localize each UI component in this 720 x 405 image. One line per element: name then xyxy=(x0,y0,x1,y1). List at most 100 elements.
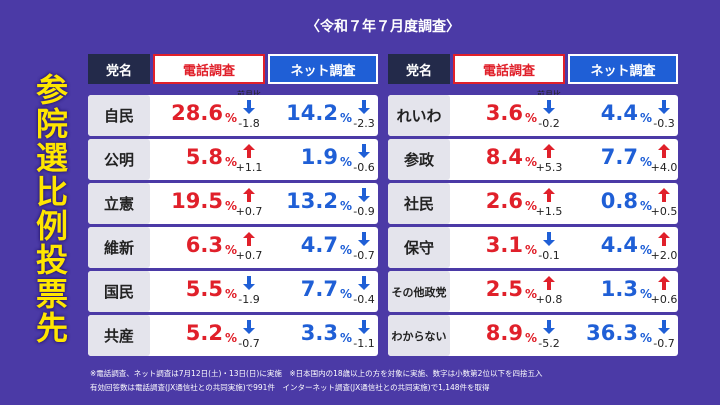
footnote: 有効回答数は電話調査(JX通信社との共同実施)で991件 インターネット調査(J… xyxy=(90,383,490,392)
unit: % xyxy=(225,243,238,257)
change: -1.1 xyxy=(353,337,375,350)
trend-arrow xyxy=(358,100,370,114)
unit: % xyxy=(525,243,538,257)
trend-arrow xyxy=(543,320,555,334)
unit: % xyxy=(640,199,653,213)
unit: % xyxy=(525,199,538,213)
change: -0.4 xyxy=(353,293,375,306)
change: +5.3 xyxy=(535,161,563,174)
unit: % xyxy=(525,331,538,345)
value: 13.2 xyxy=(286,189,338,213)
trend-arrow xyxy=(658,188,670,202)
change: -1.9 xyxy=(238,293,260,306)
unit: % xyxy=(225,155,238,169)
change: -0.9 xyxy=(353,205,375,218)
value: 2.5 xyxy=(485,277,523,301)
trend-arrow xyxy=(543,144,555,158)
unit: % xyxy=(525,287,538,301)
party-name: 参政 xyxy=(388,139,450,180)
change: +0.6 xyxy=(650,293,678,306)
trend-arrow xyxy=(358,232,370,246)
trend-arrow xyxy=(543,100,555,114)
value: 7.7 xyxy=(600,145,638,169)
trend-arrow xyxy=(243,188,255,202)
value: 5.2 xyxy=(185,321,223,345)
trend-arrow xyxy=(658,232,670,246)
value: 6.3 xyxy=(185,233,223,257)
trend-arrow xyxy=(243,144,255,158)
party-name: 保守 xyxy=(388,227,450,268)
trend-arrow xyxy=(658,320,670,334)
unit: % xyxy=(225,331,238,345)
value: 0.8 xyxy=(600,189,638,213)
unit: % xyxy=(640,243,653,257)
trend-arrow xyxy=(243,320,255,334)
change: -0.7 xyxy=(353,249,375,262)
trend-arrow xyxy=(243,232,255,246)
party-name: 国民 xyxy=(88,271,150,312)
unit: % xyxy=(340,111,353,125)
value: 1.9 xyxy=(300,145,338,169)
unit: % xyxy=(640,155,653,169)
unit: % xyxy=(340,287,353,301)
trend-arrow xyxy=(243,276,255,290)
unit: % xyxy=(340,331,353,345)
party-name: 公明 xyxy=(88,139,150,180)
value: 4.7 xyxy=(300,233,338,257)
change-label: 前月比 xyxy=(232,89,266,100)
value: 5.5 xyxy=(185,277,223,301)
change: -2.3 xyxy=(353,117,375,130)
unit: % xyxy=(640,287,653,301)
unit: % xyxy=(225,287,238,301)
value: 4.4 xyxy=(600,101,638,125)
value: 19.5 xyxy=(171,189,223,213)
trend-arrow xyxy=(543,188,555,202)
value: 3.6 xyxy=(485,101,523,125)
party-name: 立憲 xyxy=(88,183,150,224)
unit: % xyxy=(525,155,538,169)
change: +4.0 xyxy=(650,161,678,174)
value: 36.3 xyxy=(586,321,638,345)
unit: % xyxy=(225,199,238,213)
party-name: 自民 xyxy=(88,95,150,136)
trend-arrow xyxy=(358,188,370,202)
header-party: 党名 xyxy=(388,54,450,84)
value: 2.6 xyxy=(485,189,523,213)
unit: % xyxy=(340,243,353,257)
change: +1.5 xyxy=(535,205,563,218)
trend-arrow xyxy=(358,276,370,290)
change: +2.0 xyxy=(650,249,678,262)
unit: % xyxy=(340,199,353,213)
value: 3.1 xyxy=(485,233,523,257)
trend-arrow xyxy=(243,100,255,114)
change-label: 前月比 xyxy=(532,89,566,100)
trend-arrow xyxy=(543,232,555,246)
value: 14.2 xyxy=(286,101,338,125)
change: +0.7 xyxy=(235,205,263,218)
change: +0.7 xyxy=(235,249,263,262)
change: -0.1 xyxy=(538,249,560,262)
unit: % xyxy=(340,155,353,169)
header-net: ネット調査 xyxy=(268,54,378,84)
party-name: わからない xyxy=(388,315,450,356)
survey-date: 〈令和７年７月度調査〉 xyxy=(306,19,460,35)
header-phone: 電話調査 xyxy=(153,54,265,84)
trend-arrow xyxy=(658,144,670,158)
change: -0.6 xyxy=(353,161,375,174)
party-name: れいわ xyxy=(388,95,450,136)
trend-arrow xyxy=(358,144,370,158)
change: +0.5 xyxy=(650,205,678,218)
change: -0.2 xyxy=(538,117,560,130)
header-net: ネット調査 xyxy=(568,54,678,84)
vertical-title: 参院選比例投票先 xyxy=(31,73,69,345)
value: 5.8 xyxy=(185,145,223,169)
value: 4.4 xyxy=(600,233,638,257)
change: +1.1 xyxy=(235,161,263,174)
value: 3.3 xyxy=(300,321,338,345)
trend-arrow xyxy=(658,100,670,114)
header-phone: 電話調査 xyxy=(453,54,565,84)
party-name: 共産 xyxy=(88,315,150,356)
trend-arrow xyxy=(543,276,555,290)
party-name: 社民 xyxy=(388,183,450,224)
change: -1.8 xyxy=(238,117,260,130)
